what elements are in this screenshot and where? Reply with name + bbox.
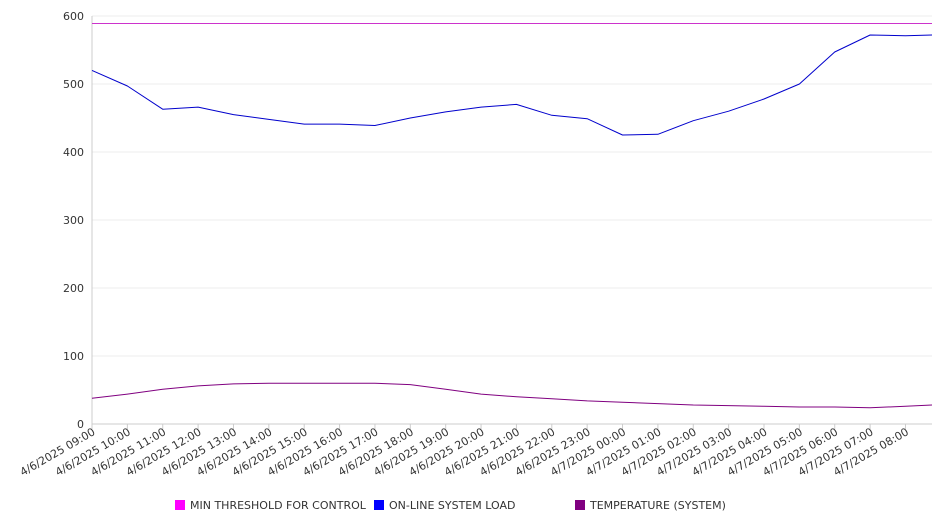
series-lines: [91, 23, 933, 409]
y-tick-label: 400: [63, 146, 84, 159]
y-tick-label: 300: [63, 214, 84, 227]
y-tick-labels: 0 100 200 300 400 500 600: [63, 10, 84, 431]
legend-item-min-threshold[interactable]: MIN THRESHOLD FOR CONTROL: [175, 499, 367, 512]
y-tick-label: 200: [63, 282, 84, 295]
y-tick-label: 100: [63, 350, 84, 363]
legend: MIN THRESHOLD FOR CONTROL ON-LINE SYSTEM…: [175, 499, 726, 512]
legend-swatch-online-load: [374, 500, 384, 510]
legend-label-online-load: ON-LINE SYSTEM LOAD: [389, 499, 515, 512]
legend-swatch-min-threshold: [175, 500, 185, 510]
legend-item-online-load[interactable]: ON-LINE SYSTEM LOAD: [374, 499, 515, 512]
y-tick-label: 0: [77, 418, 84, 431]
legend-item-temperature[interactable]: TEMPERATURE (SYSTEM): [575, 499, 726, 512]
legend-swatch-temperature: [575, 500, 585, 510]
y-tick-label: 600: [63, 10, 84, 23]
y-tick-label: 500: [63, 78, 84, 91]
legend-label-temperature: TEMPERATURE (SYSTEM): [589, 499, 726, 512]
series-line-1: [91, 34, 933, 136]
legend-label-min-threshold: MIN THRESHOLD FOR CONTROL: [190, 499, 367, 512]
grid-lines: [92, 15, 932, 357]
x-tick-labels: 4/6/2025 09:004/6/2025 10:004/6/2025 11:…: [18, 424, 911, 479]
series-line-2: [91, 382, 933, 409]
